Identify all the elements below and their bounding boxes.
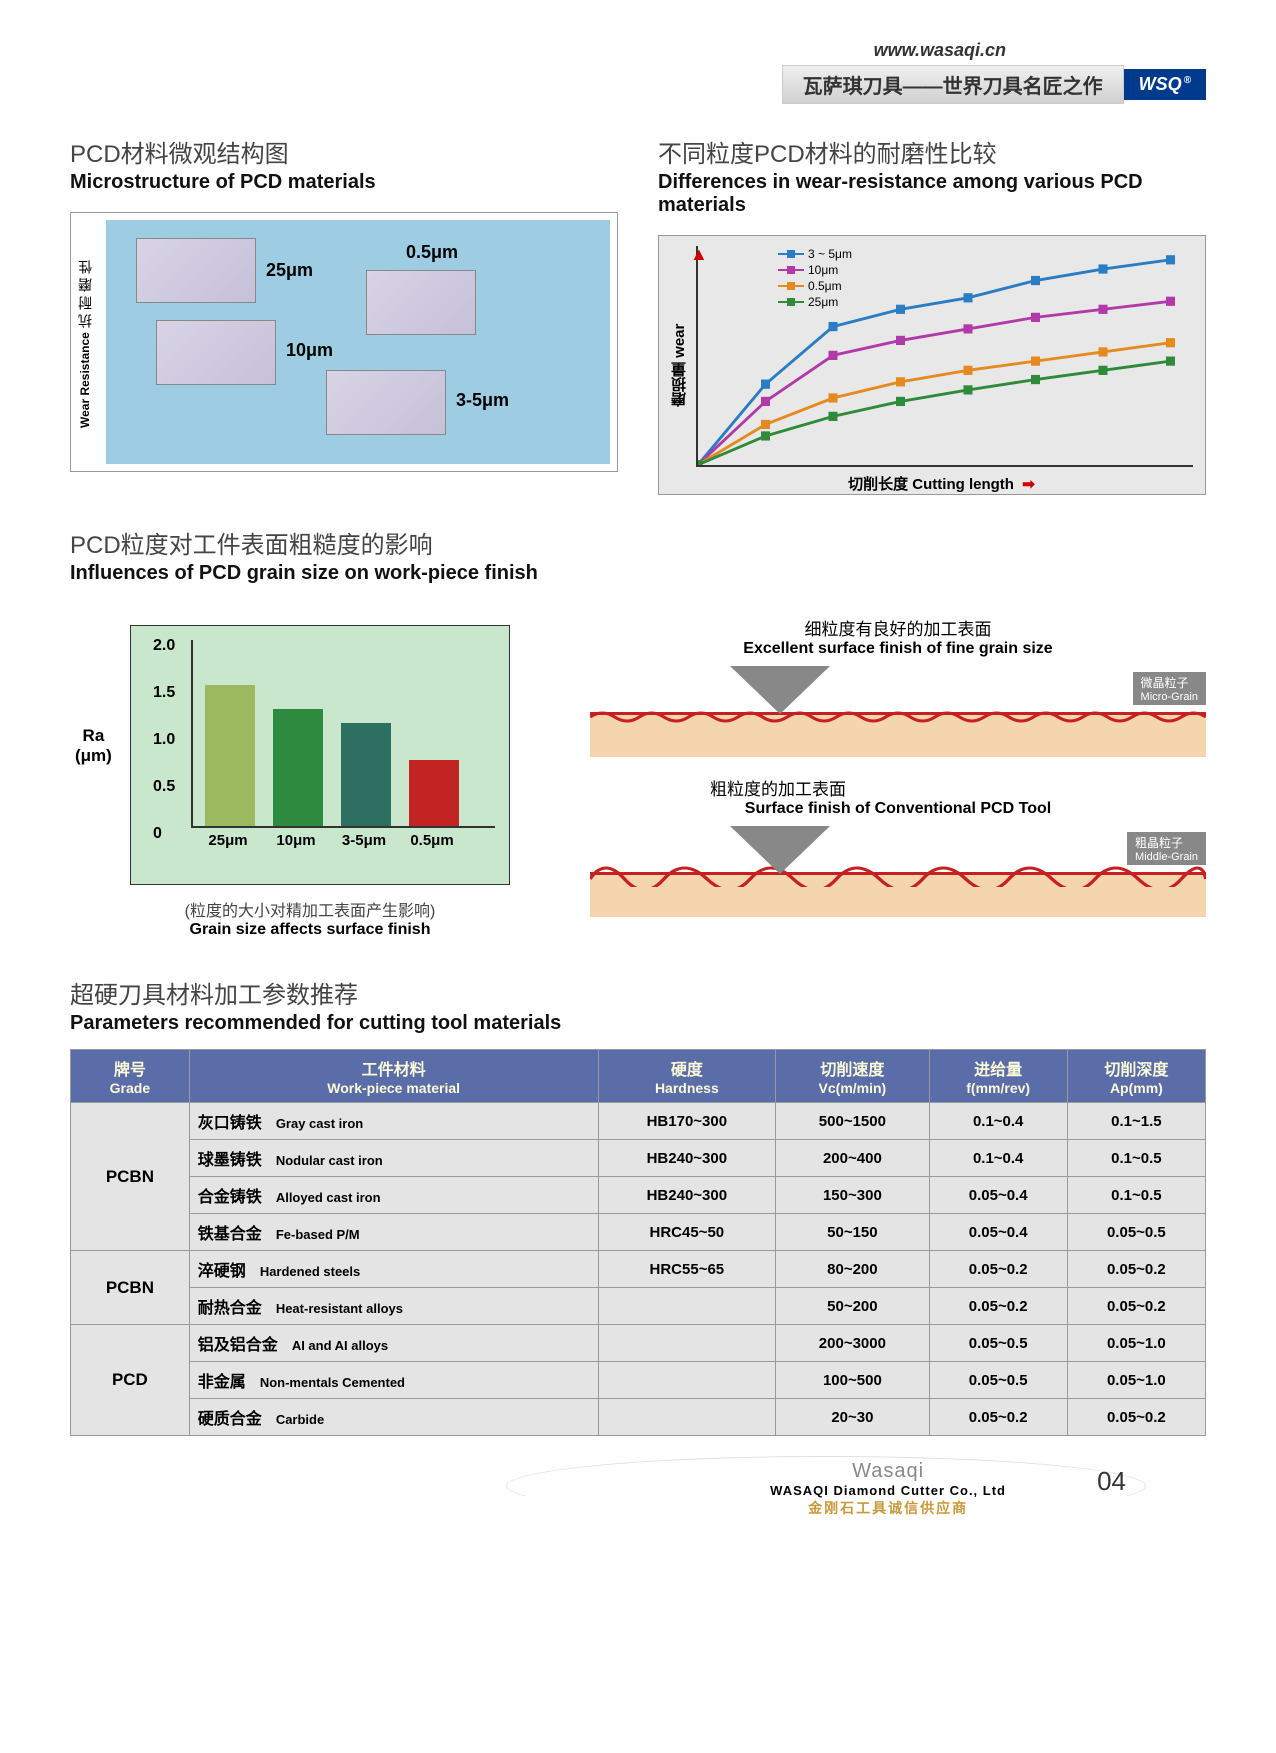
micro-label: 3-5μm xyxy=(456,390,509,411)
fine-callout: 微晶粒子Micro-Grain xyxy=(1133,672,1206,705)
table-row: PCBN淬硬钢Hardened steelsHRC55~6580~2000.05… xyxy=(71,1251,1206,1288)
table-row: 铁基合金Fe-based P/MHRC45~5050~1500.05~0.40.… xyxy=(71,1214,1206,1251)
page-footer: Wasaqi WASAQI Diamond Cutter Co., Ltd 金刚… xyxy=(70,1460,1206,1530)
table-row: 球墨铸铁Nodular cast ironHB240~300200~4000.1… xyxy=(71,1140,1206,1177)
table-header: 硬度Hardness xyxy=(598,1050,776,1103)
micro-title-en: Microstructure of PCD materials xyxy=(70,171,618,194)
table-row: PCBN灰口铸铁Gray cast ironHB170~300500~15000… xyxy=(71,1103,1206,1140)
params-title-en: Parameters recommended for cutting tool … xyxy=(70,1012,1206,1035)
ra-label: Ra(μm) xyxy=(75,726,112,766)
bar-plot: 00.51.01.52.0 xyxy=(191,640,495,828)
bar xyxy=(273,709,323,827)
grain-title-en: Influences of PCD grain size on work-pie… xyxy=(70,562,1206,585)
params-title-cn: 超硬刀具材料加工参数推荐 xyxy=(70,975,1206,1010)
micro-sample xyxy=(156,320,276,385)
bar xyxy=(409,760,459,826)
table-header: 切削深度Ap(mm) xyxy=(1067,1050,1205,1103)
table-header: 工件材料Work-piece material xyxy=(189,1050,598,1103)
micro-sample xyxy=(366,270,476,335)
micro-label: 10μm xyxy=(286,340,333,361)
slogan: 瓦萨琪刀具——世界刀具名匠之作 xyxy=(782,65,1124,104)
micro-label: 0.5μm xyxy=(406,242,458,263)
table-row: PCD铝及铝合金AI and AI alloys200~30000.05~0.5… xyxy=(71,1325,1206,1362)
site-url: www.wasaqi.cn xyxy=(70,40,1006,61)
brand-logo: WSQ® xyxy=(1124,69,1206,100)
page-header: www.wasaqi.cn 瓦萨琪刀具——世界刀具名匠之作 WSQ® xyxy=(70,40,1206,104)
micro-sample xyxy=(136,238,256,303)
page-number: 04 xyxy=(1097,1466,1126,1497)
table-row: 非金属Non-mentals Cemented100~5000.05~0.50.… xyxy=(71,1362,1206,1399)
bar-panel: Ra(μm) 00.51.01.52.0 25μm10μm3-5μm0.5μm xyxy=(130,625,510,885)
table-header: 牌号Grade xyxy=(71,1050,190,1103)
table-row: 耐热合金Heat-resistant alloys50~2000.05~0.20… xyxy=(71,1288,1206,1325)
table-row: 硬质合金Carbide20~300.05~0.20.05~0.2 xyxy=(71,1399,1206,1436)
wear-legend: 3 ~ 5μm10μm0.5μm25μm xyxy=(778,246,852,310)
bar xyxy=(205,685,255,826)
wear-title-en: Differences in wear-resistance among var… xyxy=(658,171,1206,217)
micro-label: 25μm xyxy=(266,260,313,281)
bar-x-labels: 25μm10μm3-5μm0.5μm xyxy=(191,832,495,849)
params-table: 牌号Grade工件材料Work-piece material硬度Hardness… xyxy=(70,1049,1206,1436)
micro-title-cn: PCD材料微观结构图 xyxy=(70,134,618,169)
coarse-callout: 粗晶粒子Middle-Grain xyxy=(1127,832,1206,865)
wear-x-label: 切削长度 Cutting length ➡ xyxy=(690,473,1193,494)
micro-panel: Wear Resistance 抗耐磨性 25μm 10μm 0.5μm 3-5μm xyxy=(70,212,618,472)
table-header: 进给量f(mm/rev) xyxy=(929,1050,1067,1103)
wear-plot: ▲ 3 ~ 5μm10μm0.5μm25μm xyxy=(696,246,1193,467)
surface-fine: 细粒度有良好的加工表面 Excellent surface finish of … xyxy=(590,615,1206,757)
table-row: 合金铸铁Alloyed cast ironHB240~300150~3000.0… xyxy=(71,1177,1206,1214)
micro-sample xyxy=(326,370,446,435)
micro-y-label: Wear Resistance 抗耐磨性 xyxy=(71,213,99,471)
grain-title-cn: PCD粒度对工件表面粗糙度的影响 xyxy=(70,525,1206,560)
table-header: 切削速度Vc(m/min) xyxy=(776,1050,929,1103)
bar xyxy=(341,723,391,826)
bar-caption: (粒度的大小对精加工表面产生影响) Grain size affects sur… xyxy=(70,897,550,939)
wear-panel: 磨损量 wear ▲ 3 ~ 5μm10μm0.5μm25μm 切削长度 Cut… xyxy=(658,235,1206,495)
wear-y-label: 磨损量 wear xyxy=(669,246,690,484)
wear-title-cn: 不同粒度PCD材料的耐磨性比较 xyxy=(658,134,1206,169)
surface-coarse: 粗粒度的加工表面 Surface finish of Conventional … xyxy=(590,775,1206,917)
